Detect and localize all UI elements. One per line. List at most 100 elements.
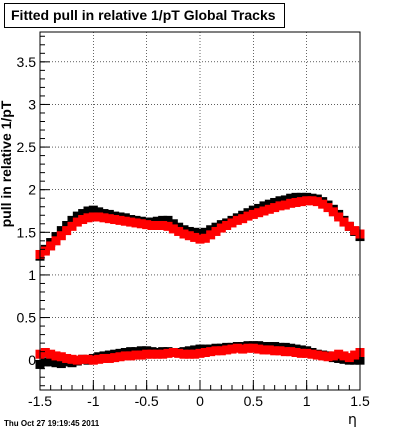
data-point [168,224,178,234]
data-point [216,346,226,356]
data-point [264,199,274,209]
y-tick-label: 0 [28,352,36,368]
data-point [40,347,50,357]
data-point [88,355,98,365]
data-point [270,197,280,207]
data-point [275,196,285,206]
data-point [126,217,136,227]
data-point [286,193,296,203]
data-point [238,344,248,354]
data-point [163,221,173,231]
data-point [152,220,162,230]
data-point [190,232,200,242]
data-point [184,349,194,359]
data-point [168,219,178,229]
data-point [275,201,285,211]
data-point [312,197,322,207]
data-point [259,206,269,216]
data-point [334,212,344,222]
data-point [78,209,88,219]
data-point [259,201,269,211]
data-point [120,351,130,361]
data-point [307,349,317,359]
data-point [56,359,66,369]
data-point [168,347,178,357]
data-point [339,217,349,227]
y-tick-label: 0.5 [17,310,37,326]
data-point [51,351,61,361]
data-point [46,349,56,359]
data-point [254,344,264,354]
data-point [46,241,56,251]
data-point [174,226,184,236]
x-tick-label: -1 [87,393,100,409]
x-tick-label: 0.5 [244,393,264,409]
data-point [264,204,274,214]
data-point [104,214,114,224]
data-point [243,343,253,353]
data-point [94,354,104,364]
data-point [120,216,130,226]
data-point [158,220,168,230]
data-point [40,246,50,256]
tick-labels: -1.5 -1 -0.5 0 0.5 1 1.5 0 0.5 1 1.5 2 2.5 3 3.5 [17,54,370,409]
data-point [291,197,301,207]
data-point [312,350,322,360]
data-point [147,349,157,359]
y-tick-label: 2.5 [17,139,37,155]
data-point [62,220,72,230]
chart-title: Fitted pull in relative 1/pT Global Trac… [4,3,285,28]
data-point [350,350,360,360]
data-point [163,215,173,225]
data-point [248,343,258,353]
data-point [243,211,253,221]
series-1 [35,196,365,259]
data-point [350,226,360,236]
data-point [110,215,120,225]
data-point [147,220,157,230]
data-point [339,351,349,361]
data-point [99,213,109,223]
data-point [323,203,333,213]
data-point [51,236,61,246]
x-tick-label: 1.5 [350,393,370,409]
data-point [131,218,141,228]
data-point [46,357,56,367]
y-tick-label: 3.5 [17,54,37,70]
data-point [195,348,205,358]
data-point [115,352,125,362]
y-tick-label: 1 [28,267,36,283]
data-point [179,349,189,359]
data-point [142,220,152,230]
data-point [270,346,280,356]
y-tick-label: 3 [28,96,36,112]
data-point [232,215,242,225]
data-point [227,218,237,228]
data-point [211,226,221,236]
data-point [206,225,216,235]
data-point [200,347,210,357]
data-point [318,199,328,209]
x-tick-label: -0.5 [135,393,159,409]
y-axis-label: pull in relative 1/pT [0,100,14,228]
data-point [280,347,290,357]
data-point [302,196,312,206]
data-point [275,346,285,356]
data-point [78,354,88,364]
timestamp: Thu Oct 27 19:19:45 2011 [4,419,100,428]
data-point [67,221,77,231]
data-point [126,351,136,361]
data-point [56,231,66,241]
data-point [56,226,66,236]
data-point [307,196,317,206]
data-point [136,350,146,360]
data-point [99,353,109,363]
data-point [206,230,216,240]
data-point [163,348,173,358]
data-point [259,345,269,355]
data-point [56,352,66,362]
data-point [51,358,61,368]
data-point [110,353,120,363]
x-tick-label: 1 [303,393,311,409]
